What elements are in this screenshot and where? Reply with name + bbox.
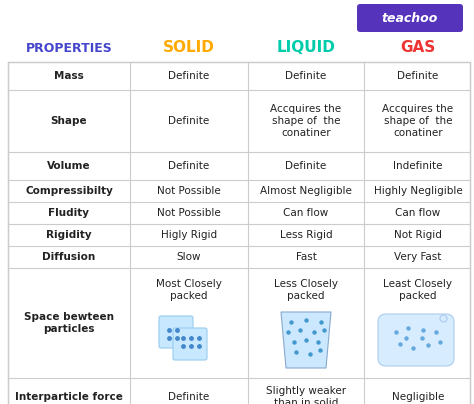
Text: Indefinite: Indefinite [393, 161, 443, 171]
Text: Definite: Definite [285, 71, 327, 81]
Text: Fludity: Fludity [48, 208, 90, 218]
Text: Definite: Definite [285, 161, 327, 171]
Polygon shape [281, 312, 331, 368]
Bar [8, 62, 470, 404]
Text: Less Closely
packed: Less Closely packed [274, 279, 338, 301]
FancyBboxPatch shape [357, 4, 463, 32]
Text: SOLID: SOLID [163, 40, 215, 55]
FancyBboxPatch shape [159, 316, 193, 348]
Text: Slightly weaker
than in solid: Slightly weaker than in solid [266, 386, 346, 404]
Text: Definite: Definite [168, 392, 210, 402]
Text: Can flow: Can flow [395, 208, 441, 218]
Text: Fast: Fast [296, 252, 317, 262]
Text: Not Possible: Not Possible [157, 186, 221, 196]
Text: Accquires the
shape of  the
conatiner: Accquires the shape of the conatiner [383, 104, 454, 138]
Text: LIQUID: LIQUID [276, 40, 336, 55]
Text: Diffusion: Diffusion [42, 252, 96, 262]
Text: GAS: GAS [401, 40, 436, 55]
Text: Shape: Shape [51, 116, 87, 126]
Text: Higly Rigid: Higly Rigid [161, 230, 217, 240]
Text: Definite: Definite [168, 116, 210, 126]
Text: Can flow: Can flow [283, 208, 328, 218]
FancyBboxPatch shape [173, 328, 207, 360]
FancyBboxPatch shape [378, 314, 454, 366]
Text: Compressibilty: Compressibilty [25, 186, 113, 196]
Text: Negligible: Negligible [392, 392, 444, 402]
Text: Mass: Mass [54, 71, 84, 81]
Text: Very Fast: Very Fast [394, 252, 442, 262]
Text: teachoo: teachoo [382, 11, 438, 25]
Text: Highly Negligible: Highly Negligible [374, 186, 462, 196]
Text: Definite: Definite [397, 71, 438, 81]
Text: Most Closely
packed: Most Closely packed [156, 279, 222, 301]
Text: Not Possible: Not Possible [157, 208, 221, 218]
Text: Almost Negligible: Almost Negligible [260, 186, 352, 196]
Text: Not Rigid: Not Rigid [394, 230, 442, 240]
Text: Volume: Volume [47, 161, 91, 171]
Text: Less Rigid: Less Rigid [280, 230, 332, 240]
Text: Definite: Definite [168, 71, 210, 81]
Text: Least Closely
packed: Least Closely packed [383, 279, 453, 301]
Text: Slow: Slow [177, 252, 201, 262]
Text: Rigidity: Rigidity [46, 230, 92, 240]
Text: PROPERTIES: PROPERTIES [26, 42, 112, 55]
Text: Interparticle force: Interparticle force [15, 392, 123, 402]
Text: Accquires the
shape of  the
conatiner: Accquires the shape of the conatiner [271, 104, 342, 138]
Text: Definite: Definite [168, 161, 210, 171]
Text: Space bewteen
particles: Space bewteen particles [24, 312, 114, 334]
